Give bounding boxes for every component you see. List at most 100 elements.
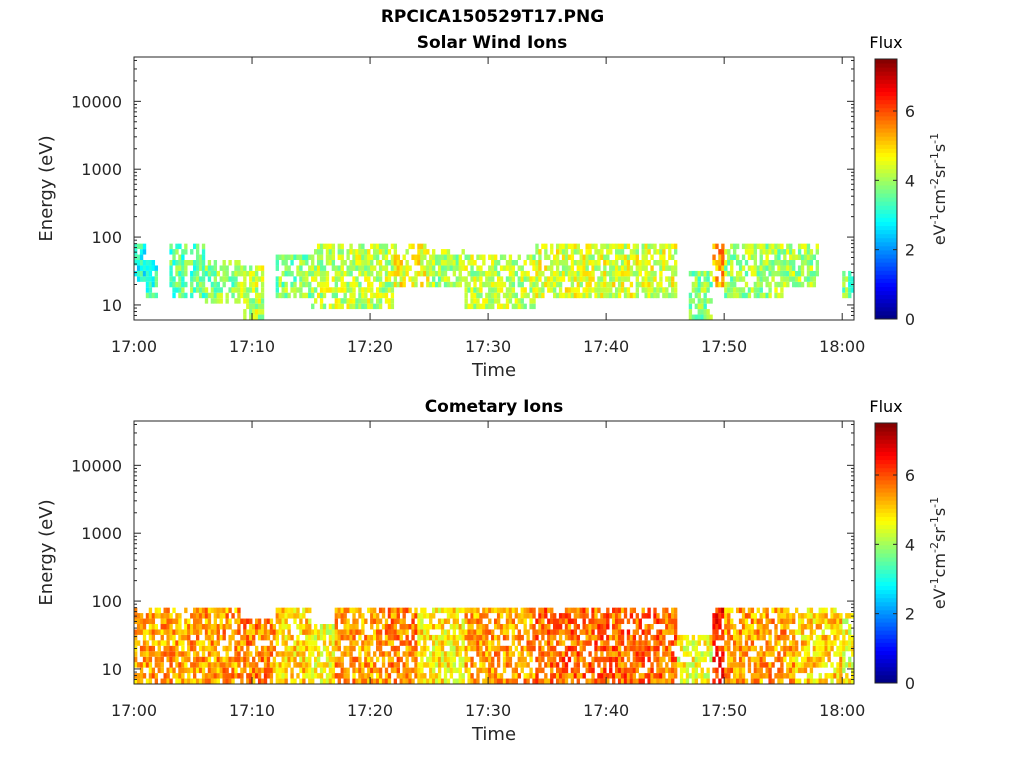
colorbar-segment xyxy=(875,622,897,627)
spectrogram-cell xyxy=(222,667,226,674)
spectrogram-cell xyxy=(378,651,383,657)
spectrogram-cell xyxy=(488,673,492,679)
spectrogram-cell xyxy=(780,260,784,266)
spectrogram-cell xyxy=(730,662,734,668)
spectrogram-cell xyxy=(249,634,253,641)
spectrogram-cell xyxy=(399,276,403,282)
spectrogram-cell xyxy=(839,640,843,646)
spectrogram-cell xyxy=(712,656,716,663)
spectrogram-cell xyxy=(603,254,607,261)
spectrogram-cell xyxy=(322,270,327,277)
spectrogram-cell xyxy=(246,270,250,277)
spectrogram-cell xyxy=(797,678,802,684)
spectrogram-cell xyxy=(786,276,790,282)
spectrogram-cell xyxy=(674,281,678,288)
spectrogram-cell xyxy=(193,678,197,684)
colorbar-segment xyxy=(875,201,897,206)
spectrogram-cell xyxy=(458,276,462,282)
spectrogram-cell xyxy=(617,281,622,288)
spectrogram-cell xyxy=(426,645,430,652)
spectrogram-cell xyxy=(222,624,226,630)
spectrogram-cell xyxy=(564,243,569,250)
spectrogram-cell xyxy=(591,260,595,266)
spectrogram-cell xyxy=(284,634,288,641)
spectrogram-cell xyxy=(148,662,153,668)
spectrogram-cell xyxy=(281,662,285,668)
spectrogram-cell xyxy=(328,254,333,261)
spectrogram-cell xyxy=(249,667,253,674)
spectrogram-cell xyxy=(561,276,566,282)
spectrogram-cell xyxy=(210,662,215,668)
spectrogram-cell xyxy=(213,270,218,277)
spectrogram-cell xyxy=(370,607,374,614)
spectrogram-cell xyxy=(600,254,604,261)
spectrogram-cell xyxy=(325,249,330,255)
spectrogram-cell xyxy=(473,298,477,304)
spectrogram-cell xyxy=(440,249,445,255)
spectrogram-cell xyxy=(617,613,622,619)
spectrogram-cell xyxy=(606,613,610,619)
spectrogram-cell xyxy=(139,629,144,635)
spectrogram-cell xyxy=(712,254,716,261)
spectrogram-cell xyxy=(815,640,819,646)
spectrogram-cell xyxy=(452,254,457,261)
spectrogram-cell xyxy=(287,662,291,668)
spectrogram-cell xyxy=(638,618,642,625)
spectrogram-cell xyxy=(715,624,719,630)
spectrogram-cell xyxy=(387,656,392,663)
spectrogram-cell xyxy=(393,662,398,668)
spectrogram-cell xyxy=(343,673,347,679)
spectrogram-cell xyxy=(319,667,324,674)
spectrogram-cell xyxy=(656,656,660,663)
spectrogram-cell xyxy=(193,618,197,625)
spectrogram-cell xyxy=(721,667,725,674)
spectrogram-cell xyxy=(411,656,415,663)
spectrogram-cell xyxy=(780,249,784,255)
spectrogram-cell xyxy=(594,243,598,250)
spectrogram-cell xyxy=(570,265,575,271)
spectrogram-cell xyxy=(494,298,498,304)
spectrogram-cell xyxy=(591,656,595,663)
spectrogram-cell xyxy=(193,656,197,663)
spectrogram-cell xyxy=(727,607,731,614)
colorbar-segment xyxy=(875,282,897,287)
spectrogram-cell xyxy=(614,667,619,674)
spectrogram-cell xyxy=(243,292,247,299)
spectrogram-cell xyxy=(482,613,486,619)
spectrogram-cell xyxy=(387,260,392,266)
spectrogram-cell xyxy=(550,662,554,668)
spectrogram-cell xyxy=(505,613,510,619)
spectrogram-cell xyxy=(314,673,318,679)
spectrogram-cell xyxy=(491,678,495,684)
spectrogram-cell xyxy=(163,640,167,646)
spectrogram-cell xyxy=(800,645,805,652)
spectrogram-cell xyxy=(364,276,368,282)
spectrogram-cell xyxy=(343,287,347,293)
spectrogram-cell xyxy=(617,292,622,299)
spectrogram-cell xyxy=(314,629,318,635)
spectrogram-cell xyxy=(573,613,578,619)
spectrogram-cell xyxy=(659,265,663,271)
spectrogram-cell xyxy=(384,276,389,282)
spectrogram-cell xyxy=(845,673,849,679)
spectrogram-cell xyxy=(514,645,519,652)
spectrogram-cell xyxy=(494,281,498,288)
spectrogram-cell xyxy=(694,678,699,684)
spectrogram-cell xyxy=(579,629,583,635)
spectrogram-cell xyxy=(396,645,400,652)
plot-frame xyxy=(133,56,855,321)
spectrogram-cell xyxy=(718,656,722,663)
spectrogram-cell xyxy=(606,651,610,657)
spectrogram-cell xyxy=(821,651,825,657)
spectrogram-cell xyxy=(299,260,303,266)
spectrogram-cell xyxy=(207,618,212,625)
spectrogram-cell xyxy=(328,303,333,310)
spectrogram-cell xyxy=(665,645,669,652)
spectrogram-cell xyxy=(606,254,610,261)
spectrogram-cell xyxy=(299,662,303,668)
spectrogram-cell xyxy=(287,613,291,619)
spectrogram-cell xyxy=(836,662,840,668)
spectrogram-cell xyxy=(517,265,521,271)
spectrogram-cell xyxy=(187,634,191,641)
spectrogram-cell xyxy=(488,254,492,261)
